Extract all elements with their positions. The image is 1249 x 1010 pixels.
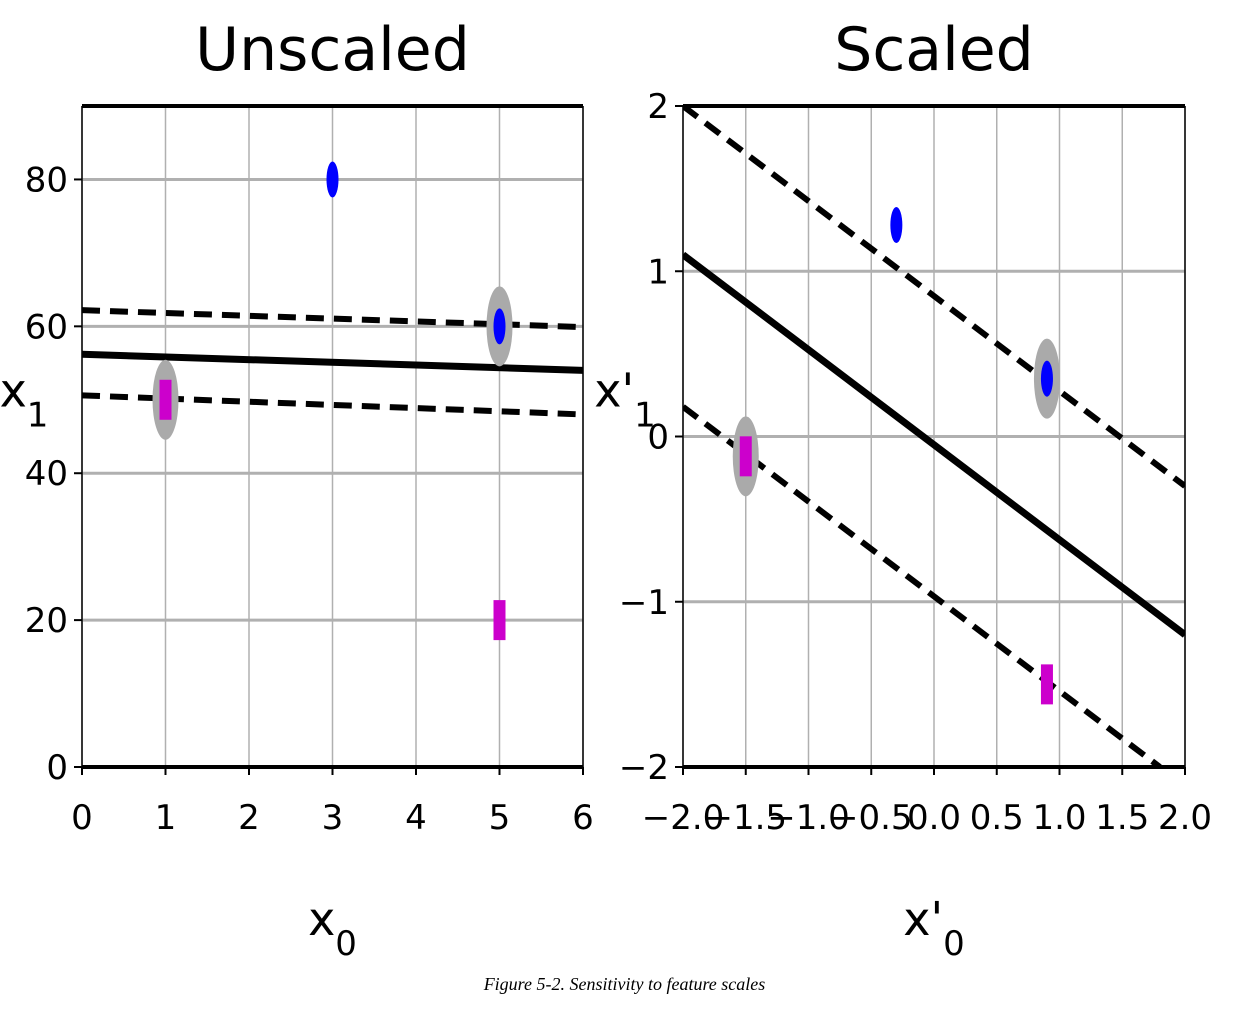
- chart-title: Scaled: [834, 15, 1034, 85]
- y-axis-label: x1: [0, 364, 48, 436]
- x-tick-label: 0: [71, 798, 93, 838]
- square-point: [159, 379, 172, 420]
- x-tick-label: 2.0: [1158, 798, 1212, 838]
- figure-caption: Figure 5-2. Sensitivity to feature scale…: [483, 974, 766, 994]
- y-tick-label: 0: [647, 418, 669, 458]
- x-tick-label: 1: [155, 798, 177, 838]
- y-tick-label: 60: [25, 307, 68, 347]
- x-tick-label: 2: [238, 798, 260, 838]
- x-tick-label: 4: [405, 798, 427, 838]
- y-tick-label: 40: [25, 454, 68, 494]
- x-tick-label: −1.0: [767, 798, 850, 838]
- x-tick-label: 0.0: [907, 798, 961, 838]
- x-tick-label: 3: [322, 798, 344, 838]
- y-tick-label: 1: [647, 252, 669, 292]
- x-tick-label: 5: [489, 798, 511, 838]
- square-point: [1040, 664, 1053, 705]
- y-tick-label: 0: [46, 748, 68, 788]
- square-point: [739, 436, 752, 477]
- chart-title: Unscaled: [195, 15, 470, 85]
- x-axis-label: x'0: [903, 892, 965, 964]
- x-tick-label: 1.5: [1095, 798, 1149, 838]
- square-point: [493, 600, 506, 641]
- margin-line: [683, 106, 1185, 489]
- x-tick-label: −1.5: [704, 798, 787, 838]
- circle-point: [326, 161, 339, 198]
- y-tick-label: −2: [619, 748, 669, 788]
- x-tick-label: −2.0: [642, 798, 725, 838]
- margin-line: [683, 404, 1162, 767]
- circle-point: [890, 206, 903, 243]
- y-tick-label: 2: [647, 87, 669, 127]
- boundary-lines: [683, 106, 1185, 767]
- chart-panel-2: −2.0−1.5−1.0−0.50.0 0.5 1.0 1.5 2.0 −2 −1 0 1 2 Sc…: [594, 15, 1212, 964]
- y-tick-label: 80: [25, 160, 68, 200]
- x-tick-label: 1.0: [1032, 798, 1086, 838]
- x-tick-label: 0.5: [970, 798, 1024, 838]
- x-axis-label: x0: [308, 892, 357, 964]
- decision-boundary-line: [683, 251, 1185, 638]
- y-tick-label: −1: [619, 583, 669, 623]
- y-axis-label: x'1: [594, 364, 656, 436]
- x-tick-label: 6: [572, 798, 594, 838]
- x-tick-label: −0.5: [830, 798, 913, 838]
- decision-boundary-line: [82, 350, 583, 374]
- y-tick-label: 20: [25, 601, 68, 641]
- boundary-lines: [82, 307, 583, 418]
- circle-point: [1040, 360, 1053, 397]
- circle-point: [493, 308, 506, 345]
